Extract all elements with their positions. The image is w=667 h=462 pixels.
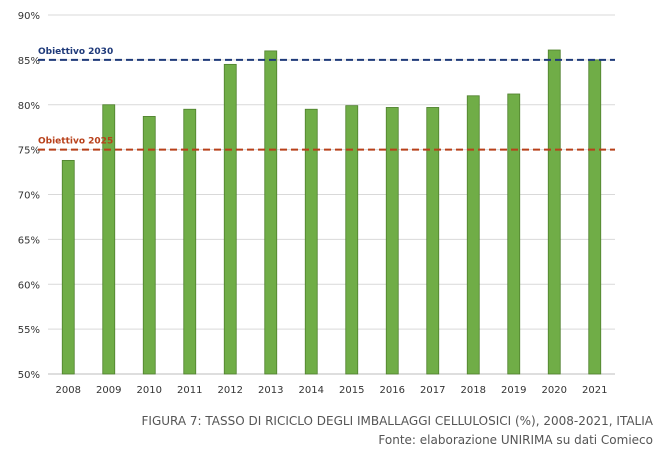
bar-2014: [304, 108, 318, 375]
bar-chart: 50% 55% 60% 65% 70% 75% 80% 85% 90% Obiettivo 20…: [18, 11, 615, 396]
x-tick-label: 2011: [177, 385, 202, 396]
reference-line-label: Obiettivo 2030: [38, 47, 113, 57]
bar-2011: [183, 108, 197, 375]
x-tick-label: 2009: [96, 385, 121, 396]
x-tick-label: 2014: [299, 385, 324, 396]
bar-2017: [426, 107, 440, 375]
y-tick-label: 85%: [18, 56, 40, 67]
bar-2015: [345, 105, 359, 375]
x-tick-label: 2013: [258, 385, 283, 396]
bar-2008: [61, 159, 75, 375]
bar-2019: [507, 93, 521, 375]
x-axis-ticks: 2008 2009 2010 2011 2012 2013 2014 2015 2016 2017…: [56, 385, 608, 396]
y-tick-label: 55%: [18, 325, 40, 336]
bar-2020: [547, 49, 561, 375]
x-tick-label: 2019: [501, 385, 526, 396]
x-tick-label: 2017: [420, 385, 445, 396]
y-tick-label: 70%: [18, 191, 40, 202]
y-tick-label: 65%: [18, 235, 40, 246]
x-tick-label: 2012: [218, 385, 243, 396]
bar-2021: [588, 59, 602, 375]
reference-line-label: Obiettivo 2025: [38, 137, 113, 147]
y-tick-label: 50%: [18, 370, 40, 381]
gridlines: [48, 14, 615, 375]
bar-2009: [102, 104, 116, 375]
figure-source: Fonte: elaborazione UNIRIMA su dati Comi…: [378, 433, 653, 447]
y-tick-label: 80%: [18, 101, 40, 112]
x-tick-label: 2021: [582, 385, 607, 396]
x-tick-label: 2018: [461, 385, 486, 396]
x-tick-label: 2010: [137, 385, 162, 396]
bar-2013: [264, 50, 278, 375]
figure-caption: FIGURA 7: TASSO DI RICICLO DEGLI IMBALLA…: [141, 414, 654, 428]
bar-2012: [223, 63, 237, 375]
reference-lines: Obiettivo 2030 Obiettivo 2025: [38, 47, 615, 151]
bar-2018: [466, 95, 480, 375]
x-tick-label: 2020: [542, 385, 567, 396]
y-tick-label: 75%: [18, 146, 40, 157]
bar-2016: [385, 107, 399, 375]
x-tick-label: 2016: [380, 385, 405, 396]
bars: [61, 49, 602, 375]
y-axis-ticks: 50% 55% 60% 65% 70% 75% 80% 85% 90%: [18, 11, 40, 381]
y-tick-label: 90%: [18, 11, 40, 22]
x-tick-label: 2008: [56, 385, 81, 396]
x-tick-label: 2015: [339, 385, 364, 396]
y-tick-label: 60%: [18, 280, 40, 291]
bar-2010: [142, 116, 156, 375]
